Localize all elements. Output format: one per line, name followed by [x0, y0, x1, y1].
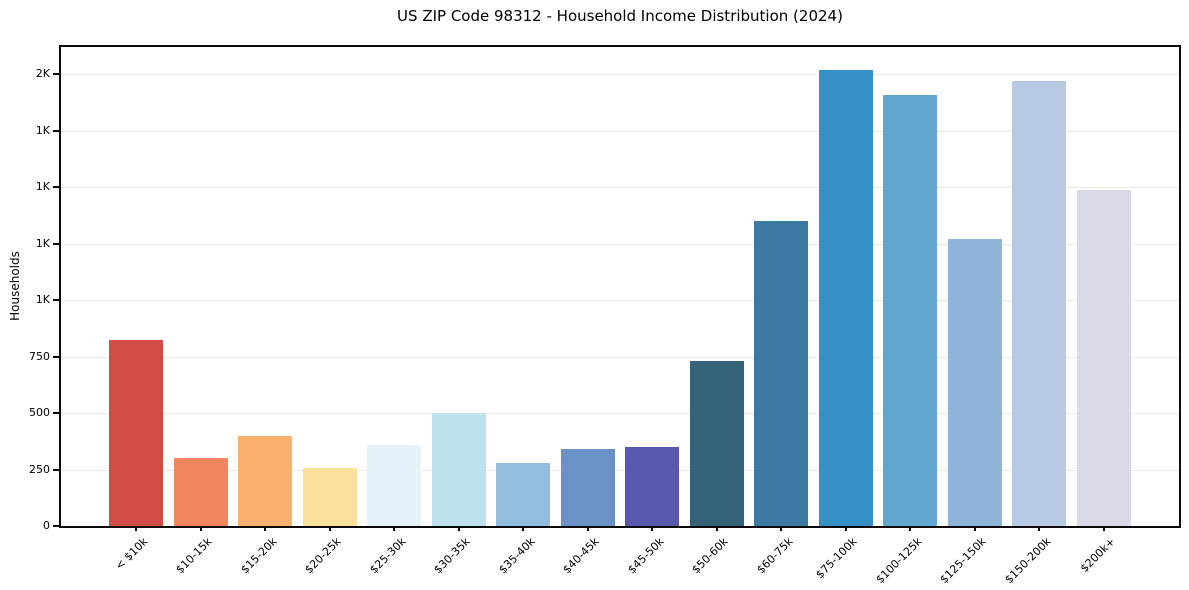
- bar-200k: [1076, 189, 1131, 526]
- y-tick-label: 1K: [35, 180, 50, 194]
- y-tick-mark: [53, 242, 59, 245]
- bar-25-30k: [367, 444, 421, 526]
- x-tick-mark: [457, 526, 460, 531]
- bar-45-50k: [625, 447, 679, 526]
- bar-20-25k: [302, 468, 357, 526]
- x-tick-label: $150-200k: [1002, 535, 1054, 587]
- x-tick-label: $125-150k: [937, 535, 989, 587]
- x-tick-label: $200k+: [1077, 535, 1118, 576]
- x-tick-label: $75-100k: [813, 535, 860, 582]
- x-tick-label: $35-40k: [495, 535, 538, 577]
- x-tick-mark: [780, 526, 782, 531]
- x-tick-mark: [1038, 526, 1040, 531]
- y-tick-label: 0: [43, 519, 50, 532]
- bar-100-125k: [883, 94, 937, 526]
- bar-75-100k: [818, 69, 873, 526]
- x-tick-mark: [715, 526, 718, 531]
- y-tick-mark: [53, 355, 59, 358]
- gridline: [61, 130, 1179, 132]
- y-tick-label: 750: [29, 349, 50, 363]
- y-tick-mark: [53, 468, 59, 471]
- bar-10k: [109, 339, 163, 526]
- y-axis-label: Households: [8, 251, 22, 321]
- x-tick-label: $10-15k: [173, 535, 215, 577]
- y-tick-mark: [53, 186, 59, 189]
- bar-10-15k: [173, 458, 228, 526]
- bar-150-200k: [1012, 81, 1066, 526]
- gridline: [61, 469, 1179, 471]
- gridline: [61, 74, 1179, 76]
- x-tick-label: $15-20k: [237, 535, 280, 577]
- x-tick-mark: [135, 526, 137, 531]
- x-tick-label: $40-45k: [560, 535, 602, 577]
- x-tick-mark: [844, 526, 847, 531]
- gridline: [61, 187, 1179, 189]
- y-tick-mark: [53, 129, 59, 132]
- x-tick-label: $60-75k: [753, 535, 796, 577]
- y-tick-label: 1K: [35, 123, 50, 137]
- y-tick-mark: [53, 299, 59, 302]
- x-tick-mark: [522, 526, 524, 531]
- y-tick-mark: [53, 73, 59, 76]
- y-tick-label: 2K: [35, 67, 50, 81]
- gridline: [61, 300, 1179, 302]
- gridline: [61, 413, 1179, 415]
- x-tick-mark: [651, 526, 653, 531]
- x-tick-mark: [328, 526, 331, 531]
- bar-35-40k: [496, 462, 550, 526]
- y-tick-label: 250: [29, 462, 50, 476]
- x-tick-mark: [909, 526, 911, 531]
- x-tick-mark: [264, 526, 266, 531]
- x-tick-mark: [973, 526, 976, 531]
- bar-50-60k: [689, 361, 744, 526]
- x-tick-label: $20-25k: [302, 535, 344, 577]
- x-tick-label: $30-35k: [431, 535, 473, 577]
- x-tick-label: $100-125k: [873, 535, 925, 587]
- x-tick-label: $50-60k: [689, 535, 731, 577]
- x-tick-mark: [393, 526, 395, 531]
- x-tick-mark: [199, 526, 202, 531]
- x-tick-label: $45-50k: [624, 535, 667, 577]
- gridline: [61, 243, 1179, 245]
- y-tick-label: 500: [29, 406, 50, 420]
- gridline: [61, 356, 1179, 358]
- x-tick-label: < $10k: [112, 535, 151, 573]
- bar-15-20k: [238, 435, 292, 526]
- chart-title: US ZIP Code 98312 - Household Income Dis…: [397, 7, 843, 25]
- x-tick-label: $25-30k: [366, 535, 409, 577]
- y-tick-label: 1K: [35, 236, 50, 250]
- bar-125-150k: [947, 239, 1002, 526]
- y-tick-mark: [53, 525, 59, 527]
- plot-area: [59, 45, 1181, 528]
- y-tick-mark: [53, 412, 59, 415]
- x-tick-mark: [586, 526, 589, 531]
- bar-60-75k: [754, 221, 808, 526]
- bar-30-35k: [431, 413, 486, 526]
- y-tick-label: 1K: [35, 293, 50, 307]
- x-tick-mark: [1102, 526, 1105, 531]
- bar-40-45k: [560, 449, 615, 526]
